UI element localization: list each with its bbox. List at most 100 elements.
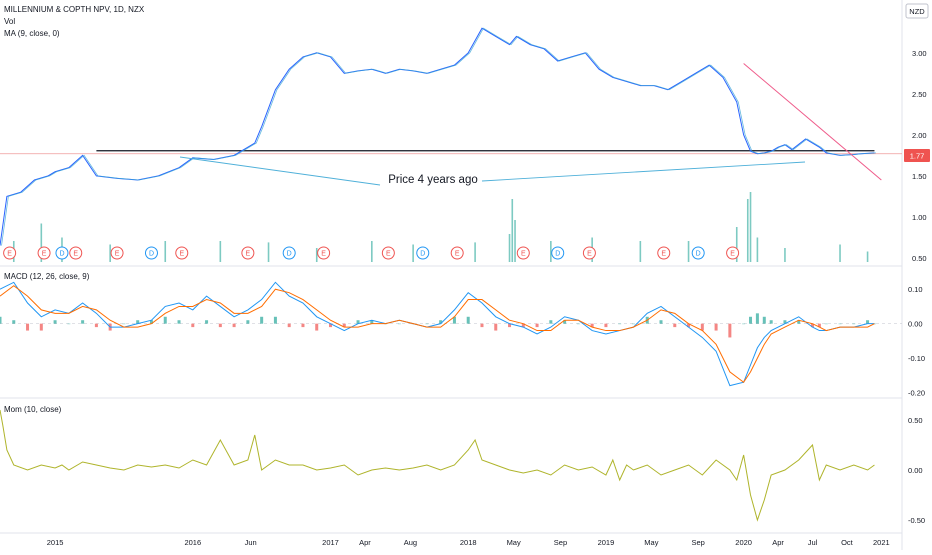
macd-hist-53 [728, 323, 732, 338]
panel-frames [0, 0, 903, 550]
macd-hist-18 [246, 320, 250, 324]
time-tick-5: Apr [359, 538, 371, 547]
macd-hist-52 [714, 323, 718, 331]
vol-label: Vol [4, 17, 15, 26]
macd-hist-10 [136, 320, 140, 324]
macd-label: MACD (12, 26, close, 9) [4, 272, 90, 281]
volume-bar-3 [109, 244, 111, 262]
volume-bar-8 [371, 241, 373, 262]
arrow-right [481, 161, 806, 182]
macd-hist-14 [191, 323, 195, 328]
macd-hist-1 [12, 320, 16, 324]
macd-hist-13 [177, 320, 181, 324]
event-marker-18 [726, 246, 740, 260]
event-marker-1 [37, 246, 51, 260]
event-label-17: D [696, 251, 701, 258]
event-label-0: E [7, 251, 12, 258]
macd-hist-44 [604, 323, 608, 328]
macd-ytick-0: 0.10 [908, 285, 923, 294]
macd-ytick-1: 0.00 [908, 320, 923, 329]
event-marker-0 [3, 246, 17, 260]
volume-bar-20 [749, 192, 752, 262]
signal-line [0, 285, 875, 383]
event-marker-7 [241, 246, 255, 260]
volume-bar-21 [756, 237, 759, 262]
time-tick-8: May [507, 538, 521, 547]
price-ytick-1: 2.50 [912, 90, 927, 99]
macd-hist-25 [342, 323, 346, 328]
macd-hist-11 [149, 320, 153, 324]
event-label-8: D [287, 251, 292, 258]
macd-hist-46 [631, 323, 635, 325]
event-label-14: D [555, 251, 560, 258]
macd-hist-24 [329, 323, 333, 328]
event-label-15: E [587, 251, 592, 258]
price-line [0, 27, 875, 246]
macd-hist-6 [81, 320, 85, 324]
event-marker-6 [175, 246, 189, 260]
volume-bar-24 [866, 251, 869, 262]
event-label-5: D [149, 251, 154, 258]
time-tick-17: 2021 [873, 538, 890, 547]
macd-line [0, 281, 875, 387]
event-label-4: E [115, 251, 120, 258]
event-marker-14 [551, 246, 565, 260]
macd-hist-35 [480, 323, 484, 328]
macd-hist-64 [838, 323, 842, 325]
macd-hist-31 [425, 323, 429, 325]
volume-bar-14 [550, 241, 552, 262]
currency-label: NZD [909, 7, 925, 16]
time-tick-9: Sep [554, 538, 567, 547]
macd-hist-38 [521, 323, 525, 328]
time-tick-1: 2015 [47, 538, 64, 547]
volume-bar-10 [474, 242, 476, 262]
volume-bar-7 [315, 248, 318, 262]
chart-marks: 3.00 2.50 2.00 1.50 1.00 0.50 0.10 0.00 -0.10 -0.… [0, 27, 927, 547]
macd-hist-12 [163, 316, 167, 324]
macd-hist-21 [287, 323, 291, 328]
event-marker-13 [516, 246, 530, 260]
momentum-line [0, 409, 875, 522]
volume-bar-5 [219, 241, 222, 262]
time-tick-2: 2016 [184, 538, 201, 547]
volume-bar-4 [164, 241, 167, 262]
mom-ytick-2: -0.50 [908, 516, 925, 525]
event-marker-15 [582, 246, 596, 260]
time-tick-11: May [644, 538, 658, 547]
annotation-text: Price 4 years ago [388, 174, 478, 186]
mom-label: Mom (10, close) [4, 405, 62, 414]
macd-hist-50 [687, 323, 691, 328]
macd-hist-3 [39, 323, 43, 331]
macd-hist-59 [783, 320, 787, 324]
ma-line [1, 27, 876, 246]
time-tick-4: 2017 [322, 538, 339, 547]
event-label-12: E [455, 251, 460, 258]
time-tick-10: 2019 [598, 538, 615, 547]
volume-bar-9 [412, 244, 414, 262]
mom-ytick-1: 0.00 [908, 466, 923, 475]
event-label-11: D [420, 251, 425, 258]
macd-hist-42 [576, 323, 580, 325]
macd-hist-2 [26, 323, 30, 331]
volume-bar-23 [839, 244, 841, 262]
macd-hist-7 [94, 323, 98, 328]
macd-ytick-3: -0.20 [908, 389, 925, 398]
event-label-1: E [42, 251, 47, 258]
macd-hist-66 [866, 320, 870, 324]
macd-hist-37 [508, 323, 512, 328]
macd-hist-22 [301, 323, 305, 328]
event-marker-17 [691, 246, 705, 260]
event-marker-16 [657, 246, 671, 260]
macd-hist-19 [260, 316, 264, 324]
volume-bar-19 [746, 199, 749, 262]
price-ytick-5: 0.50 [912, 254, 927, 263]
currency-badge[interactable] [905, 3, 929, 19]
event-label-13: E [521, 251, 526, 258]
volume-bar-17 [687, 241, 690, 262]
macd-hist-0 [0, 316, 2, 324]
macd-hist-5 [67, 323, 71, 325]
time-tick-16: Oct [841, 538, 854, 547]
event-label-2: D [59, 251, 64, 258]
